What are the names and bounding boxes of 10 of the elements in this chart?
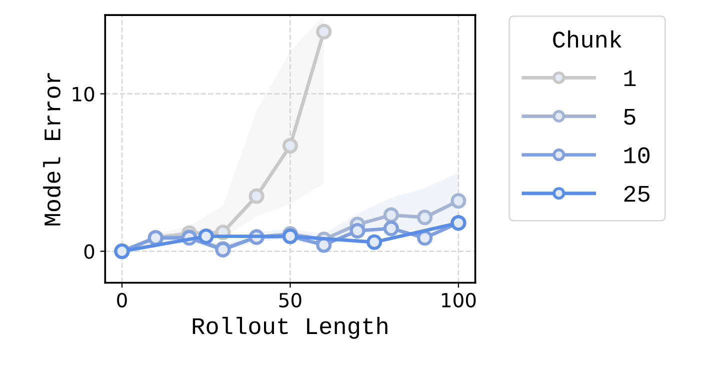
x-tick-label: 100 <box>442 292 476 308</box>
x-axis-title: Rollout Length <box>192 316 388 339</box>
y-axis-title: Model Error <box>43 73 61 226</box>
legend-label: 10 <box>624 147 650 164</box>
legend-label: 1 <box>624 70 636 86</box>
legend-label: 5 <box>624 108 636 125</box>
x-tick-label: 0 <box>117 292 127 308</box>
legend-label: 25 <box>624 186 650 202</box>
legend-title: Chunk <box>553 30 622 48</box>
x-tick-label: 50 <box>279 292 302 308</box>
